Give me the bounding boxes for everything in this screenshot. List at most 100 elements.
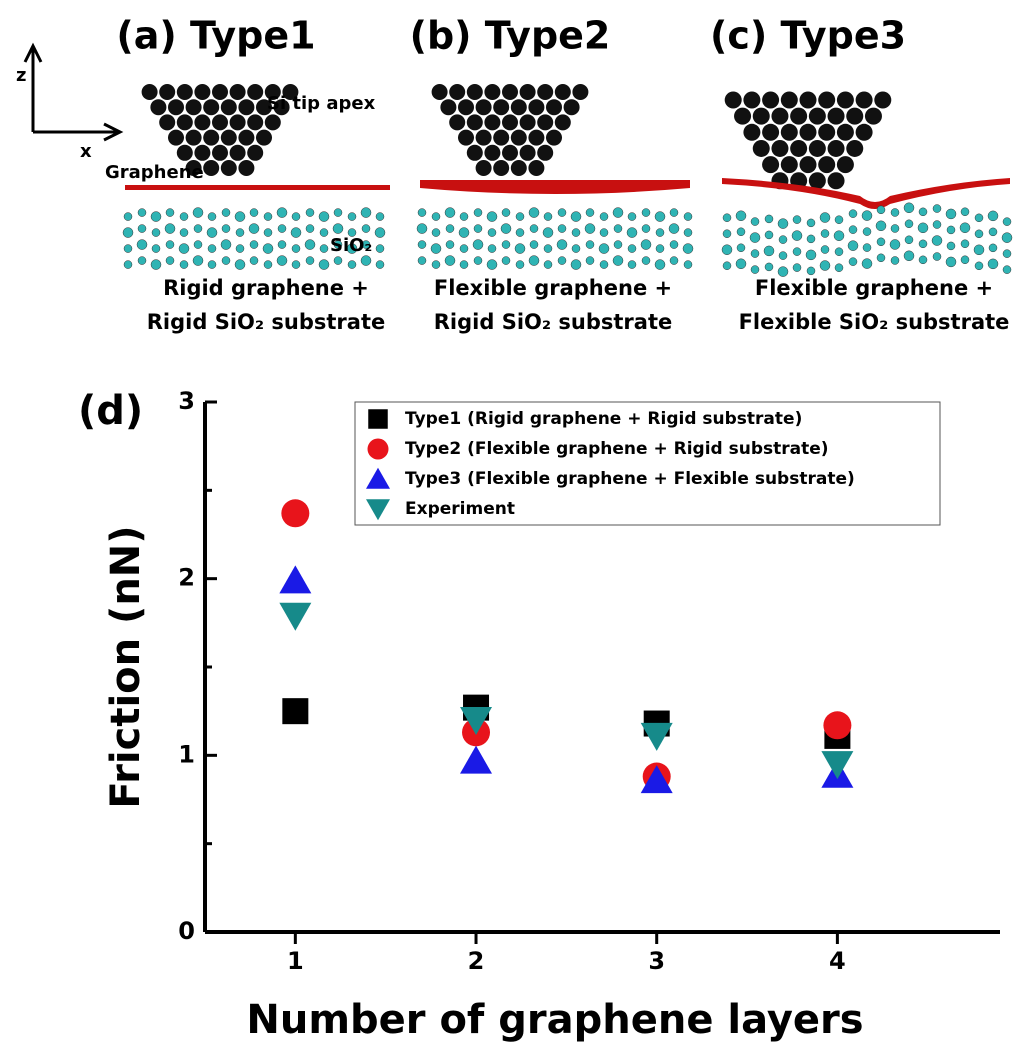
data-point xyxy=(279,602,312,631)
atom xyxy=(827,139,845,157)
atom xyxy=(136,239,148,250)
atom xyxy=(861,258,873,269)
atom xyxy=(777,266,789,277)
atom xyxy=(848,257,858,266)
atom xyxy=(946,225,956,235)
atom xyxy=(890,208,900,217)
atom xyxy=(808,172,826,190)
data-point xyxy=(640,722,673,751)
y-axis-label: Friction (nN) xyxy=(103,525,149,808)
atom xyxy=(537,84,554,100)
atom xyxy=(445,240,455,249)
atom xyxy=(668,223,680,234)
atom xyxy=(264,84,281,100)
atom xyxy=(360,255,372,266)
caption: Flexible graphene + xyxy=(755,276,993,300)
graphene-label: Graphene xyxy=(105,162,204,183)
atom xyxy=(179,212,189,221)
atom xyxy=(515,212,525,221)
atom xyxy=(1002,265,1012,274)
atom xyxy=(836,123,854,141)
atom xyxy=(585,208,595,217)
atom xyxy=(493,129,510,146)
atom xyxy=(918,255,928,265)
atom xyxy=(819,212,831,223)
caption: Rigid SiO₂ substrate xyxy=(147,310,385,334)
atom xyxy=(556,239,568,250)
atom xyxy=(946,241,956,251)
atom xyxy=(193,224,203,233)
atom xyxy=(750,249,760,258)
atom xyxy=(808,107,826,125)
data-point xyxy=(640,765,673,794)
atom xyxy=(445,224,455,233)
atom xyxy=(515,228,525,237)
atom xyxy=(834,247,844,256)
atom xyxy=(875,220,887,232)
caption: Flexible graphene + xyxy=(434,276,672,300)
atom xyxy=(185,160,202,176)
atom xyxy=(792,263,802,272)
atom xyxy=(229,114,246,131)
atom xyxy=(855,91,873,109)
atom xyxy=(151,228,161,237)
atom xyxy=(501,256,511,265)
atom xyxy=(780,123,798,141)
atom xyxy=(459,212,469,221)
graphene xyxy=(420,180,690,194)
y-tick-label: 2 xyxy=(178,564,195,592)
data-point xyxy=(281,499,310,528)
atom xyxy=(459,260,469,269)
atom xyxy=(176,144,193,161)
atom xyxy=(263,228,273,237)
atom xyxy=(537,114,554,131)
atom xyxy=(276,255,288,266)
atom xyxy=(743,123,761,141)
atom xyxy=(762,123,780,141)
atom xyxy=(570,211,582,222)
atom xyxy=(846,139,864,157)
atom xyxy=(945,208,957,220)
atom xyxy=(876,253,886,263)
atom xyxy=(165,256,175,265)
atom xyxy=(974,229,984,239)
atom xyxy=(431,260,441,269)
atom xyxy=(473,224,483,233)
atom xyxy=(904,235,914,245)
atom xyxy=(346,243,358,254)
atom xyxy=(185,99,202,116)
atom xyxy=(192,255,204,266)
illustrations xyxy=(122,84,1013,277)
atom xyxy=(247,144,264,161)
atom xyxy=(988,243,998,253)
atom xyxy=(599,212,609,221)
atom xyxy=(212,84,228,100)
atom xyxy=(750,265,760,274)
atom xyxy=(221,224,231,233)
atom xyxy=(176,84,193,100)
atom xyxy=(641,224,651,233)
atom xyxy=(150,211,162,222)
atom xyxy=(487,228,497,237)
atom xyxy=(778,251,788,260)
atom xyxy=(207,212,217,221)
atom xyxy=(164,223,176,234)
atom xyxy=(528,255,540,266)
graphene xyxy=(125,185,390,190)
atom xyxy=(207,244,217,253)
atom xyxy=(304,239,316,250)
atom xyxy=(207,260,217,269)
atom xyxy=(220,99,237,116)
atom xyxy=(669,256,679,265)
atom xyxy=(799,123,817,141)
atom xyxy=(572,84,589,100)
atom xyxy=(599,260,609,269)
panel-label: (d) xyxy=(78,388,143,434)
atom xyxy=(806,266,816,276)
y-tick-label: 0 xyxy=(178,917,195,945)
atom xyxy=(305,208,315,217)
atom xyxy=(528,129,545,146)
atom xyxy=(683,260,693,269)
x-tick-label: 3 xyxy=(648,947,665,975)
atom xyxy=(475,99,492,116)
